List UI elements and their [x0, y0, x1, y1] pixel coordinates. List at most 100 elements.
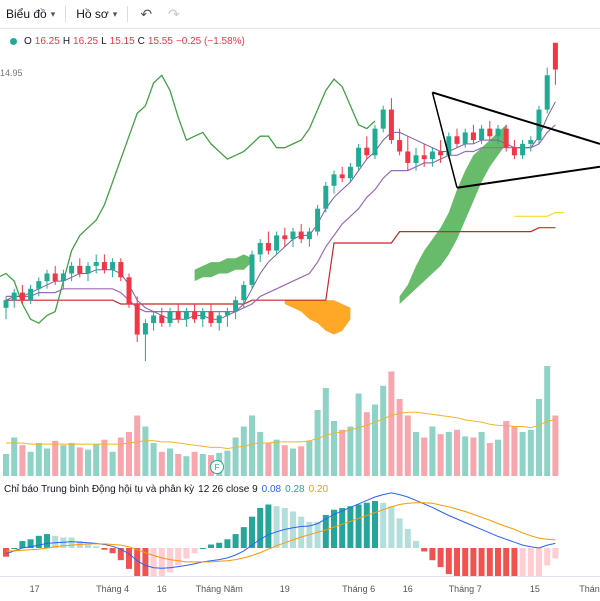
candle-body — [19, 292, 25, 301]
volume-bar — [142, 426, 149, 476]
candle-body — [462, 132, 468, 144]
candle-body — [3, 300, 9, 308]
macd-histogram-bar — [150, 548, 157, 576]
candle-body — [44, 273, 50, 282]
candle-body — [118, 262, 124, 278]
time-axis[interactable]: 17 Tháng 4 16 Tháng Năm 19 Tháng 6 16 Tháng 7 15… — [0, 576, 600, 601]
trendline-upper — [432, 91, 600, 145]
open-label: O — [24, 35, 32, 47]
candle-body — [438, 151, 444, 156]
volume-bar — [445, 432, 452, 476]
x-tick-label: 16 — [402, 584, 413, 594]
volume-bar — [478, 432, 485, 476]
kijun-sen-line — [6, 124, 556, 313]
candle-body — [380, 109, 386, 129]
volume-bar — [347, 426, 354, 476]
chart-type-menu[interactable]: Biểu đồ ▾ — [0, 7, 61, 21]
volume-bar — [44, 448, 50, 476]
volume-bar — [224, 450, 231, 476]
macd-histogram-bar — [437, 548, 444, 568]
candle-body — [101, 262, 107, 270]
redo-icon[interactable]: ↷ — [168, 5, 180, 22]
x-tick-label: 19 — [279, 584, 290, 594]
macd-histogram-bar — [339, 507, 346, 548]
volume-bar — [486, 443, 493, 476]
candle-body — [192, 311, 198, 320]
x-tick-label: Tháng 6 — [342, 584, 376, 594]
macd-histogram-bar — [347, 506, 354, 548]
macd-histogram-bar — [462, 548, 469, 576]
macd-histogram-bar — [35, 535, 42, 548]
macd-histogram-bar — [232, 534, 239, 548]
candle-body — [11, 292, 17, 301]
macd-histogram-bar — [11, 548, 18, 549]
volume-bar — [93, 444, 100, 476]
toolbar-divider — [65, 6, 67, 22]
candle-body — [372, 128, 378, 156]
volume-bar — [372, 404, 378, 476]
high-value: 16.25 — [73, 35, 99, 47]
volume-bar — [413, 432, 419, 476]
candle-body — [487, 128, 493, 137]
volume-bar — [85, 449, 91, 476]
volume-bar — [167, 448, 173, 476]
candle-body — [298, 231, 304, 240]
macd-histogram-bar — [224, 539, 231, 548]
macd-histogram-bar — [396, 518, 403, 548]
volume-bar — [306, 440, 313, 476]
candle-body — [167, 311, 173, 324]
macd-histogram-bar — [27, 539, 34, 548]
candle-body — [85, 265, 91, 274]
volume-bar — [101, 439, 108, 476]
volume-bar — [199, 454, 206, 476]
chikou-span-line — [0, 74, 376, 324]
volume-bar — [470, 437, 477, 476]
candle-body — [421, 155, 427, 160]
candle-body — [347, 166, 353, 179]
price-chart[interactable] — [0, 0, 600, 576]
volume-bar — [117, 437, 124, 476]
macd-histogram-bar — [355, 504, 362, 548]
macd-histogram-bar — [93, 546, 100, 548]
macd-histogram-bar — [544, 548, 551, 566]
volume-bar — [109, 451, 116, 476]
candle-body — [364, 147, 370, 156]
volume-bar — [314, 410, 321, 476]
volume-bar — [396, 399, 403, 476]
kumo-cloud-bullish — [399, 124, 507, 304]
x-tick-label: 17 — [29, 584, 40, 594]
candle-body — [175, 311, 181, 320]
macd-histogram-bar — [486, 548, 493, 576]
profile-menu[interactable]: Hồ sơ ▾ — [70, 7, 123, 21]
macd-value: 0.08 — [261, 484, 282, 495]
volume-bar — [281, 445, 288, 476]
macd-histogram-bar — [208, 544, 214, 548]
trendline-lower — [456, 165, 600, 189]
macd-histogram-bar — [19, 541, 26, 548]
volume-bar — [11, 437, 18, 476]
macd-histogram-bar — [117, 548, 124, 561]
candle-body — [249, 254, 255, 285]
financials-badge[interactable]: F — [210, 460, 224, 474]
macd-histogram-bar — [503, 548, 510, 576]
candle-body — [282, 235, 288, 240]
macd-params: 12 26 close 9 — [198, 484, 258, 495]
close-label: C — [137, 35, 145, 47]
undo-icon[interactable]: ↶ — [140, 5, 153, 22]
candle-body — [257, 243, 263, 255]
candle-body — [77, 265, 83, 274]
macd-signal-value: 0.28 — [285, 484, 305, 495]
macd-legend: Chỉ báo Trung bình Động hội tụ và phân k… — [4, 484, 328, 495]
macd-histogram-bar — [191, 548, 198, 554]
macd-histogram-bar — [429, 548, 436, 561]
candle-body — [446, 136, 452, 156]
candle-body — [60, 273, 66, 282]
volume-bar — [3, 454, 9, 476]
candle-body — [151, 315, 157, 324]
x-tick-label: 15 — [529, 584, 540, 594]
volume-bar — [519, 432, 526, 476]
volume-bar — [257, 432, 264, 476]
macd-histogram-bar — [60, 537, 67, 548]
candle-body — [241, 284, 247, 301]
candle-body — [544, 75, 550, 110]
